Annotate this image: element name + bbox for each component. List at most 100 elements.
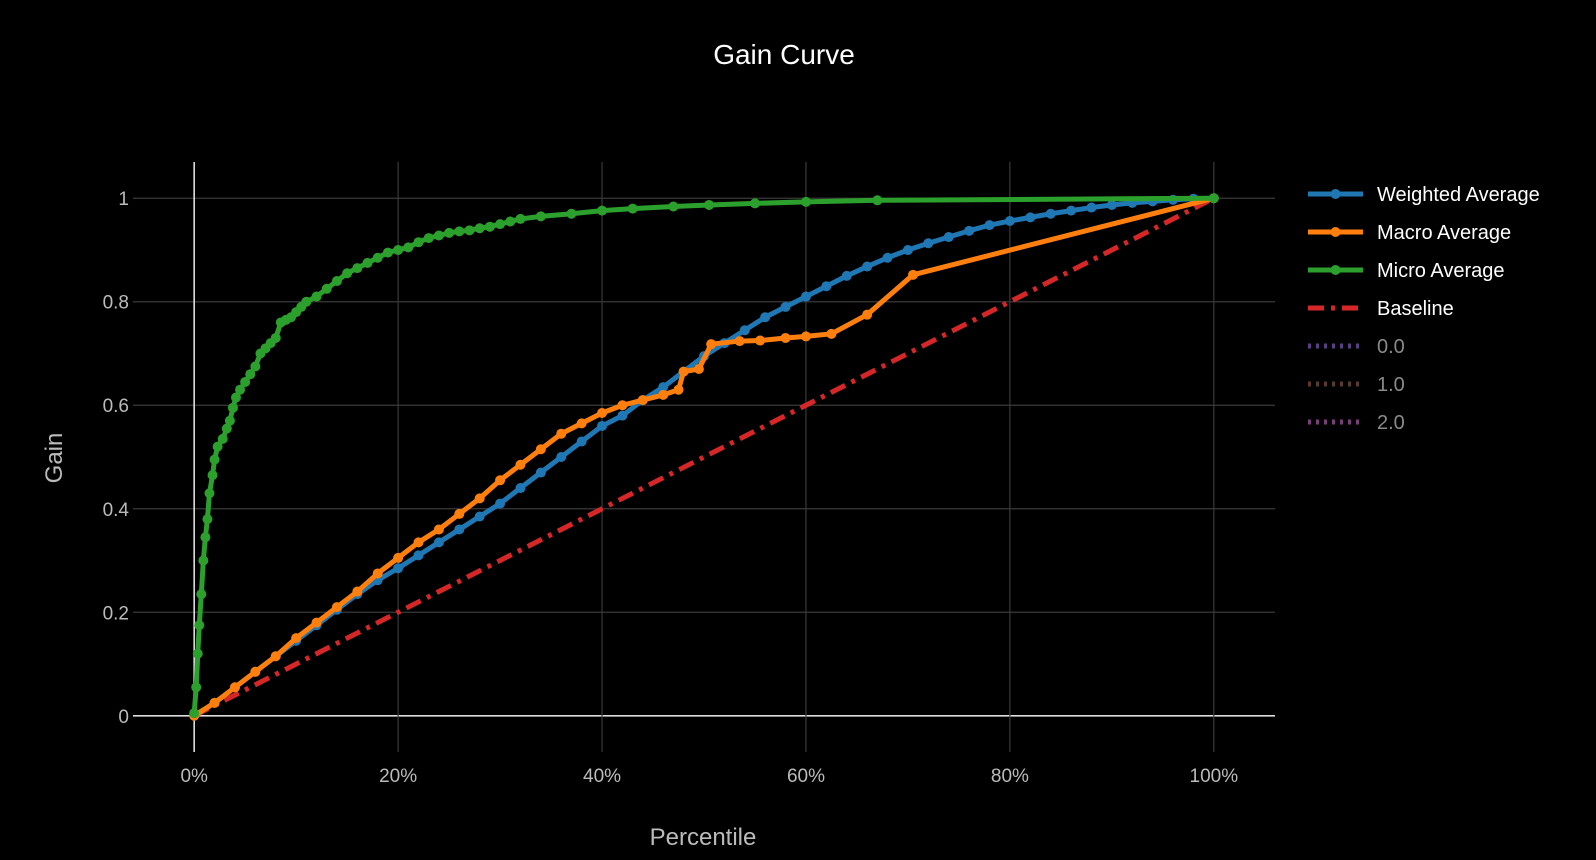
- y-tick-label: 0.6: [103, 396, 129, 417]
- data-point: [495, 219, 506, 230]
- data-point: [495, 475, 506, 486]
- data-point: [923, 238, 934, 249]
- data-point: [382, 247, 393, 258]
- legend-item-1-0[interactable]: 1.0: [1308, 374, 1405, 396]
- series-micro-average: [189, 193, 1219, 719]
- legend-label: 2.0: [1377, 412, 1405, 434]
- legend-marker: [1330, 265, 1341, 275]
- y-tick-label: 0.4: [103, 500, 130, 521]
- data-point: [454, 524, 465, 535]
- legend-marker: [1330, 189, 1341, 199]
- x-tick-label: 80%: [991, 766, 1029, 787]
- data-point: [212, 441, 223, 452]
- plot-area: [189, 193, 1219, 721]
- data-point: [413, 237, 424, 248]
- data-point: [739, 325, 750, 336]
- data-point: [678, 366, 689, 377]
- data-point: [217, 433, 228, 444]
- data-point: [826, 328, 837, 339]
- data-point: [202, 514, 213, 525]
- legend-label: Micro Average: [1377, 260, 1504, 282]
- x-tick-label: 40%: [583, 766, 621, 787]
- grid: [133, 162, 1275, 752]
- legend-item-2-0[interactable]: 2.0: [1308, 412, 1405, 434]
- data-point: [474, 511, 485, 522]
- series-macro-average: [189, 193, 1219, 721]
- data-point: [221, 423, 232, 434]
- data-point: [576, 436, 587, 447]
- y-tick-label: 0.2: [103, 603, 129, 624]
- data-point: [1066, 205, 1077, 216]
- data-point: [556, 428, 567, 439]
- legend-item-0-0[interactable]: 0.0: [1308, 336, 1405, 358]
- data-point: [576, 418, 587, 429]
- data-point: [704, 199, 715, 210]
- data-point: [352, 263, 363, 274]
- data-point: [872, 195, 883, 206]
- data-point: [433, 230, 444, 241]
- legend[interactable]: Weighted Average Macro Average Micro Avera…: [1308, 184, 1540, 434]
- legend-label: Baseline: [1377, 298, 1454, 320]
- data-point: [668, 201, 679, 212]
- data-point: [331, 276, 342, 287]
- legend-item-baseline[interactable]: Baseline: [1308, 298, 1454, 320]
- data-point: [229, 682, 240, 693]
- legend-marker: [1330, 227, 1341, 237]
- data-point: [780, 332, 791, 343]
- x-tick-label: 100%: [1190, 766, 1239, 787]
- data-point: [352, 586, 363, 597]
- data-point: [230, 392, 241, 403]
- data-point: [535, 444, 546, 455]
- data-point: [617, 410, 628, 421]
- data-point: [882, 252, 893, 263]
- data-point: [658, 382, 669, 393]
- chart-title: Gain Curve: [713, 39, 855, 70]
- data-point: [270, 651, 281, 662]
- data-point: [484, 221, 495, 232]
- data-point: [311, 617, 322, 628]
- data-point: [862, 261, 873, 272]
- data-point: [1004, 216, 1015, 226]
- legend-item-weighted-average[interactable]: Weighted Average: [1308, 184, 1540, 206]
- data-point: [192, 648, 203, 659]
- legend-item-micro-average[interactable]: Micro Average: [1308, 260, 1504, 282]
- data-point: [454, 226, 465, 237]
- data-point: [556, 452, 567, 462]
- y-tick-label: 0: [118, 707, 129, 728]
- data-point: [984, 220, 995, 231]
- data-point: [515, 483, 526, 494]
- legend-label: Macro Average: [1377, 222, 1511, 244]
- data-point: [908, 269, 919, 280]
- data-point: [200, 532, 211, 543]
- data-point: [393, 552, 404, 563]
- data-point: [515, 459, 526, 470]
- data-point: [693, 364, 704, 375]
- data-point: [209, 697, 220, 708]
- data-point: [760, 312, 771, 323]
- legend-label: 0.0: [1377, 336, 1405, 358]
- data-point: [749, 198, 760, 209]
- data-point: [423, 233, 434, 244]
- data-point: [597, 205, 608, 216]
- series-line-baseline: [193, 196, 1215, 718]
- data-point: [393, 563, 404, 574]
- data-point: [321, 283, 332, 294]
- data-point: [209, 454, 220, 465]
- legend-item-macro-average[interactable]: Macro Average: [1308, 222, 1511, 244]
- data-point: [331, 602, 342, 613]
- data-point: [194, 620, 205, 631]
- data-point: [224, 415, 235, 426]
- data-point: [495, 498, 506, 509]
- data-point: [505, 216, 516, 227]
- x-axis-title: Percentile: [650, 824, 757, 851]
- data-point: [235, 384, 246, 395]
- data-point: [658, 389, 669, 400]
- data-point: [372, 252, 383, 263]
- data-point: [1045, 208, 1056, 219]
- data-point: [250, 666, 261, 677]
- data-point: [245, 369, 256, 380]
- data-point: [227, 402, 238, 413]
- data-point: [1086, 202, 1097, 213]
- legend-label: Weighted Average: [1377, 184, 1540, 206]
